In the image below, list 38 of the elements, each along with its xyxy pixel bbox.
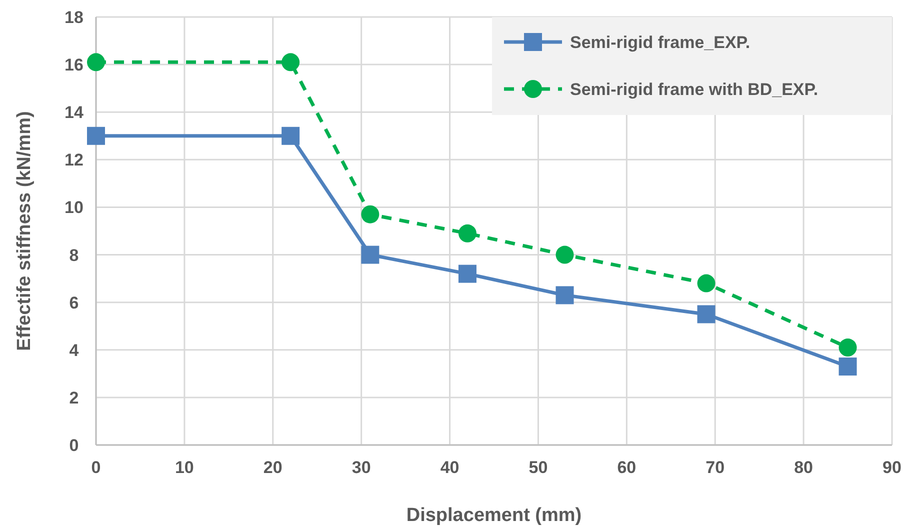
point bbox=[87, 53, 105, 72]
x-tick-label: 10 bbox=[174, 458, 194, 477]
point bbox=[697, 274, 716, 292]
point bbox=[458, 264, 476, 283]
x-tick-label: 80 bbox=[794, 458, 814, 477]
x-tick-label: 20 bbox=[263, 458, 282, 477]
y-axis-title: Effectife stiffness (kN/mm) bbox=[14, 111, 35, 351]
x-tick-label: 40 bbox=[440, 458, 460, 477]
y-tick-label: 0 bbox=[69, 436, 79, 455]
point bbox=[556, 286, 574, 304]
point bbox=[282, 126, 300, 145]
x-tick-label: 0 bbox=[91, 458, 101, 477]
legend-label: Semi-rigid frame_EXP. bbox=[570, 33, 750, 52]
y-tick-label: 2 bbox=[69, 388, 79, 408]
point bbox=[87, 126, 105, 145]
y-tick-label: 4 bbox=[69, 340, 80, 360]
y-tick-label: 12 bbox=[64, 150, 84, 170]
point bbox=[838, 358, 857, 376]
y-tick-label: 16 bbox=[64, 56, 84, 75]
point bbox=[361, 246, 380, 264]
y-tick-label: 8 bbox=[69, 246, 79, 265]
x-axis-title: Displacement (mm) bbox=[406, 505, 582, 526]
x-tick-label: 70 bbox=[706, 458, 725, 477]
point bbox=[282, 53, 300, 72]
x-tick-label: 30 bbox=[352, 458, 371, 477]
x-tick-label: 50 bbox=[528, 458, 548, 477]
y-tick-label: 18 bbox=[64, 8, 84, 27]
x-tick-label: 60 bbox=[617, 458, 636, 477]
x-tick-label: 90 bbox=[882, 458, 902, 477]
legend-label: Semi-rigid frame with BD_EXP. bbox=[570, 80, 818, 99]
y-tick-label: 14 bbox=[64, 103, 84, 122]
y-tick-label: 10 bbox=[64, 198, 84, 218]
point bbox=[458, 224, 476, 242]
point bbox=[838, 338, 857, 357]
point bbox=[697, 305, 716, 324]
y-tick-label: 6 bbox=[69, 293, 79, 312]
point bbox=[556, 246, 574, 264]
point bbox=[361, 205, 380, 224]
